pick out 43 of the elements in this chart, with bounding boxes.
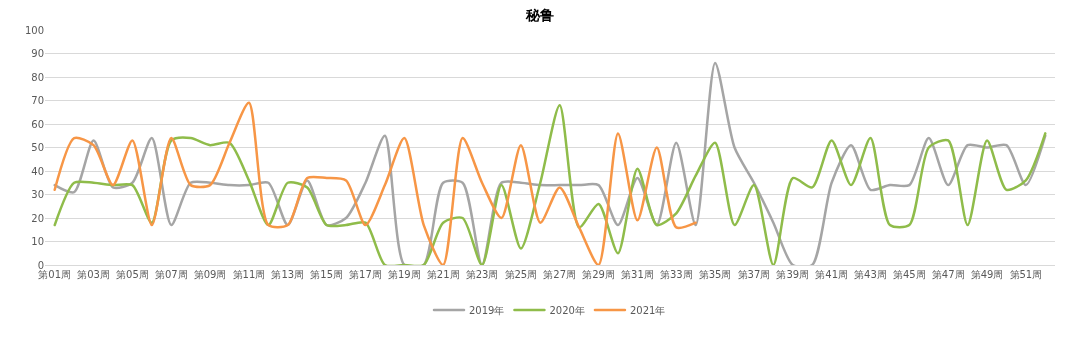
x-tick-label: 第49周 (970, 269, 1004, 280)
x-tick-label: 第33周 (659, 269, 693, 280)
x-tick-label: 第27周 (543, 269, 577, 280)
y-tick-label: 50 (31, 142, 44, 153)
x-tick-label: 第29周 (582, 269, 615, 280)
x-tick-label: 第21周 (426, 269, 460, 280)
x-tick-label: 第19周 (387, 269, 421, 280)
x-tick-label: 第05周 (116, 269, 149, 280)
y-tick-label: 30 (31, 189, 44, 200)
legend-label: 2019年 (469, 304, 505, 316)
x-tick-label: 第07周 (154, 269, 188, 280)
chart-title: 秘鲁 (525, 6, 554, 23)
x-tick-label: 第47周 (931, 269, 965, 280)
y-tick-label: 80 (31, 71, 44, 83)
x-tick-label: 第11周 (232, 269, 266, 280)
x-tick-label: 第09周 (193, 269, 227, 280)
x-tick-label: 第25周 (504, 269, 538, 280)
y-tick-label: 60 (31, 118, 44, 130)
y-tick-label: 90 (31, 48, 44, 59)
legend-label: 2021年 (629, 304, 666, 316)
x-tick-label: 第03周 (77, 269, 110, 280)
x-tick-label: 第17周 (349, 269, 382, 280)
legend-label: 2020年 (549, 304, 585, 316)
y-tick-label: 20 (31, 212, 44, 224)
x-tick-label: 第23周 (465, 269, 499, 280)
line-series (53, 101, 697, 265)
x-tick-label: 第31周 (621, 269, 654, 280)
y-tick-label: 70 (31, 95, 44, 106)
x-tick-label: 第13周 (271, 269, 305, 280)
line-series (53, 103, 1047, 265)
x-tick-label: 第45周 (892, 269, 926, 280)
x-tick-label: 第01周 (38, 269, 72, 280)
x-tick-label: 第39周 (776, 269, 810, 280)
y-tick-label: 100 (24, 24, 44, 36)
y-tick-label: 10 (31, 236, 44, 247)
x-tick-label: 第43周 (854, 269, 887, 280)
y-tick-label: 40 (31, 165, 44, 177)
x-tick-label: 第51周 (1009, 269, 1043, 280)
x-tick-label: 第35周 (698, 269, 732, 280)
x-tick-label: 第15周 (310, 269, 343, 280)
x-tick-label: 第37周 (737, 269, 771, 280)
y-tick-label: 0 (37, 259, 44, 271)
x-tick-label: 第41周 (815, 269, 848, 280)
